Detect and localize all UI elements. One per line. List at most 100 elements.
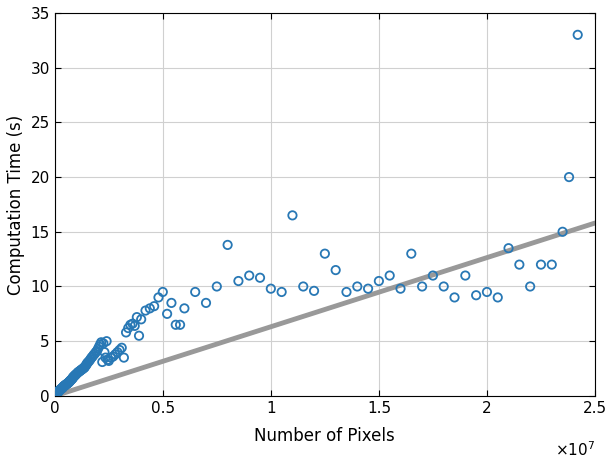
- Point: [64, 378, 74, 385]
- Point: [96, 339, 106, 346]
- Point: [212, 283, 222, 290]
- Point: [385, 272, 395, 279]
- Point: [61, 381, 71, 389]
- Point: [352, 283, 362, 290]
- Point: [75, 368, 85, 375]
- Point: [61, 381, 71, 388]
- Point: [449, 294, 459, 301]
- Point: [536, 261, 546, 268]
- Point: [71, 371, 80, 378]
- Point: [77, 365, 87, 373]
- Point: [162, 310, 172, 317]
- Point: [55, 386, 65, 394]
- Point: [98, 358, 107, 366]
- Point: [68, 374, 77, 382]
- Point: [190, 288, 200, 296]
- Point: [525, 283, 535, 290]
- Point: [125, 321, 135, 329]
- Point: [52, 390, 61, 397]
- Point: [60, 382, 70, 389]
- Point: [53, 388, 63, 395]
- Point: [98, 340, 108, 347]
- Point: [51, 391, 61, 398]
- Point: [73, 369, 83, 376]
- Point: [76, 367, 85, 375]
- Point: [57, 384, 67, 392]
- Point: [64, 378, 74, 386]
- Point: [136, 315, 146, 323]
- Point: [55, 387, 64, 394]
- Point: [54, 387, 64, 394]
- Point: [56, 385, 66, 393]
- Point: [417, 283, 427, 290]
- Point: [93, 345, 103, 353]
- Point: [69, 373, 79, 381]
- Point: [62, 380, 72, 388]
- Point: [63, 379, 73, 387]
- Point: [65, 377, 75, 385]
- Point: [80, 363, 90, 370]
- Point: [52, 389, 62, 397]
- Point: [121, 329, 131, 336]
- Point: [91, 349, 101, 356]
- Point: [134, 332, 144, 339]
- Point: [233, 277, 243, 285]
- Point: [56, 385, 66, 392]
- Point: [71, 371, 80, 379]
- Point: [57, 384, 67, 392]
- Point: [130, 322, 139, 329]
- Point: [77, 366, 87, 373]
- X-axis label: Number of Pixels: Number of Pixels: [254, 427, 395, 445]
- Point: [51, 391, 61, 398]
- Point: [179, 305, 189, 312]
- Point: [115, 346, 125, 354]
- Point: [53, 388, 63, 395]
- Point: [60, 382, 69, 390]
- Point: [70, 372, 80, 379]
- Point: [395, 285, 405, 292]
- Point: [482, 288, 492, 296]
- Point: [92, 347, 102, 355]
- Point: [54, 387, 64, 395]
- Point: [59, 383, 69, 390]
- Point: [82, 361, 91, 368]
- Point: [71, 370, 81, 378]
- Point: [374, 277, 384, 285]
- Point: [298, 283, 308, 290]
- Point: [119, 354, 129, 361]
- Point: [158, 288, 168, 296]
- Point: [320, 250, 330, 257]
- Point: [50, 391, 60, 399]
- Point: [102, 337, 112, 345]
- Point: [68, 374, 78, 381]
- Point: [341, 288, 351, 296]
- Point: [558, 228, 567, 235]
- Point: [55, 386, 64, 394]
- Point: [87, 354, 96, 361]
- Point: [56, 385, 66, 392]
- Point: [68, 375, 77, 382]
- Point: [88, 351, 98, 359]
- Point: [64, 378, 74, 386]
- Y-axis label: Computation Time (s): Computation Time (s): [7, 114, 25, 295]
- Point: [51, 390, 61, 397]
- Point: [63, 380, 72, 387]
- Point: [103, 356, 112, 363]
- Point: [154, 294, 163, 301]
- Point: [80, 364, 90, 371]
- Point: [439, 283, 449, 290]
- Point: [201, 299, 211, 307]
- Point: [63, 379, 73, 386]
- Point: [101, 354, 111, 361]
- Point: [62, 380, 72, 388]
- Point: [503, 245, 513, 252]
- Point: [88, 353, 98, 360]
- Point: [244, 272, 254, 279]
- Point: [171, 321, 181, 329]
- Point: [58, 383, 68, 391]
- Point: [63, 380, 72, 387]
- Point: [53, 388, 63, 396]
- Point: [52, 390, 61, 397]
- Point: [65, 377, 75, 384]
- Point: [266, 285, 276, 292]
